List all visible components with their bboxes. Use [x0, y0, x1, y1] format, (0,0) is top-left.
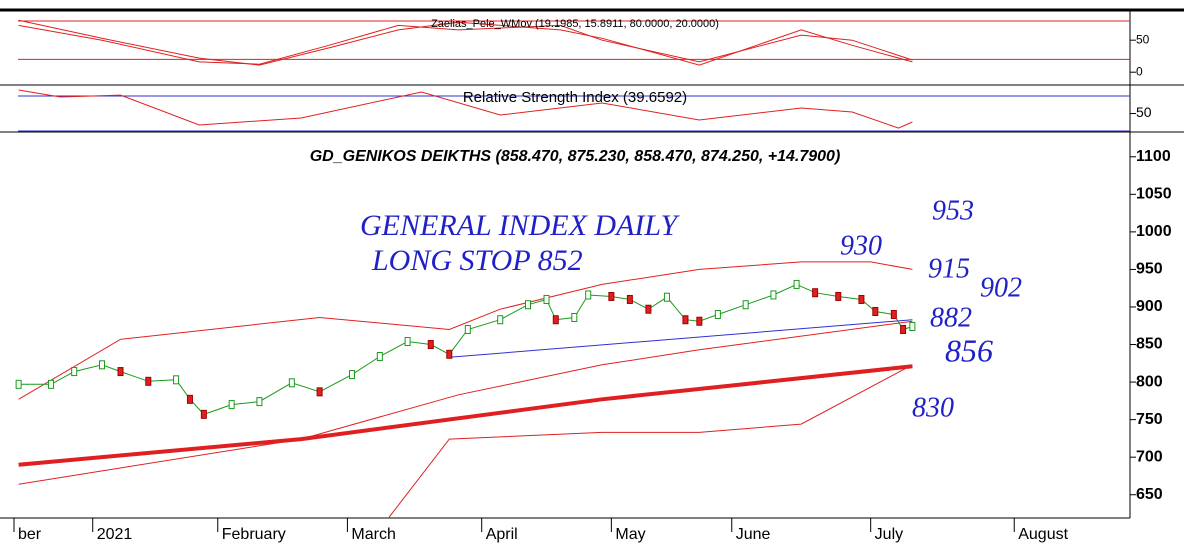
candle: [446, 349, 453, 359]
candle: [186, 394, 193, 404]
annotation: 953: [932, 195, 974, 226]
candle: [173, 375, 180, 385]
y-tick-label: 0: [1136, 64, 1143, 78]
candle: [696, 316, 703, 326]
candle: [404, 337, 411, 347]
candle: [890, 309, 897, 319]
candle: [858, 294, 865, 304]
series-line: [18, 89, 913, 129]
candle: [427, 340, 434, 350]
candle: [48, 379, 55, 389]
x-tick-label: April: [486, 526, 518, 543]
candle: [464, 325, 471, 335]
x-tick-label: June: [736, 526, 771, 543]
panel-title: Zaelias_Pele_WMov (19.1985, 15.8911, 80.…: [431, 18, 719, 30]
candle: [872, 306, 879, 316]
candle: [117, 367, 124, 377]
series-line: [388, 364, 913, 518]
candle: [71, 367, 78, 377]
annotation: 915: [928, 253, 970, 284]
y-tick-label: 50: [1136, 104, 1152, 120]
candle: [714, 309, 721, 319]
annotation: GENERAL INDEX DAILY: [360, 209, 680, 242]
candle: [145, 376, 152, 386]
y-tick-label: 1000: [1136, 223, 1172, 240]
annotation: 930: [840, 230, 882, 261]
annotation: 882: [930, 302, 972, 333]
candle: [770, 290, 777, 300]
y-tick-label: 950: [1136, 261, 1163, 278]
candle: [349, 370, 356, 380]
candle: [900, 325, 907, 335]
candle: [552, 315, 559, 325]
x-tick-label: May: [615, 526, 645, 543]
candle: [543, 294, 550, 304]
x-tick-label: 2021: [97, 526, 133, 543]
y-tick-label: 700: [1136, 448, 1163, 465]
series-line: [18, 261, 913, 400]
y-tick-label: 800: [1136, 373, 1163, 390]
candle: [228, 400, 235, 410]
candle: [98, 360, 105, 370]
y-tick-label: 1100: [1136, 148, 1171, 165]
y-tick-label: 650: [1136, 486, 1163, 503]
series-line: [18, 364, 913, 467]
y-tick-label: 50: [1136, 32, 1150, 46]
candle: [682, 315, 689, 325]
candle: [645, 304, 652, 314]
annotation: 856: [945, 332, 993, 368]
candle: [585, 290, 592, 300]
candle: [256, 397, 263, 407]
y-tick-label: 1050: [1136, 186, 1172, 203]
y-tick-label: 900: [1136, 298, 1163, 315]
x-tick-label: March: [351, 526, 395, 543]
panel-title: Relative Strength Index (39.6592): [463, 89, 687, 106]
candle: [835, 291, 842, 301]
x-tick-label: July: [875, 526, 903, 543]
annotation: LONG STOP 852: [371, 244, 583, 277]
y-tick-label: 750: [1136, 411, 1163, 428]
annotation: 830: [912, 392, 954, 423]
panel-title: GD_GENIKOS DEIKTHS (858.470, 875.230, 85…: [310, 148, 841, 165]
x-tick-label: ber: [18, 526, 42, 543]
candle: [525, 300, 532, 310]
x-tick-label: February: [222, 526, 286, 543]
series-line: [449, 319, 913, 358]
annotation: 902: [980, 272, 1022, 303]
candle: [200, 409, 207, 419]
series-line: [18, 320, 913, 485]
candle: [663, 292, 670, 302]
candle: [288, 378, 295, 388]
candle: [793, 279, 800, 289]
x-tick-label: August: [1018, 526, 1068, 543]
candle: [15, 379, 22, 389]
candle: [497, 315, 504, 325]
candle: [608, 291, 615, 301]
candle: [742, 300, 749, 310]
candle: [812, 288, 819, 298]
series-line: [18, 24, 913, 65]
series-line: [18, 19, 913, 66]
candle: [376, 352, 383, 362]
candle: [571, 312, 578, 322]
candle: [909, 322, 916, 332]
y-tick-label: 850: [1136, 336, 1163, 353]
candle: [626, 294, 633, 304]
candle: [316, 387, 323, 397]
